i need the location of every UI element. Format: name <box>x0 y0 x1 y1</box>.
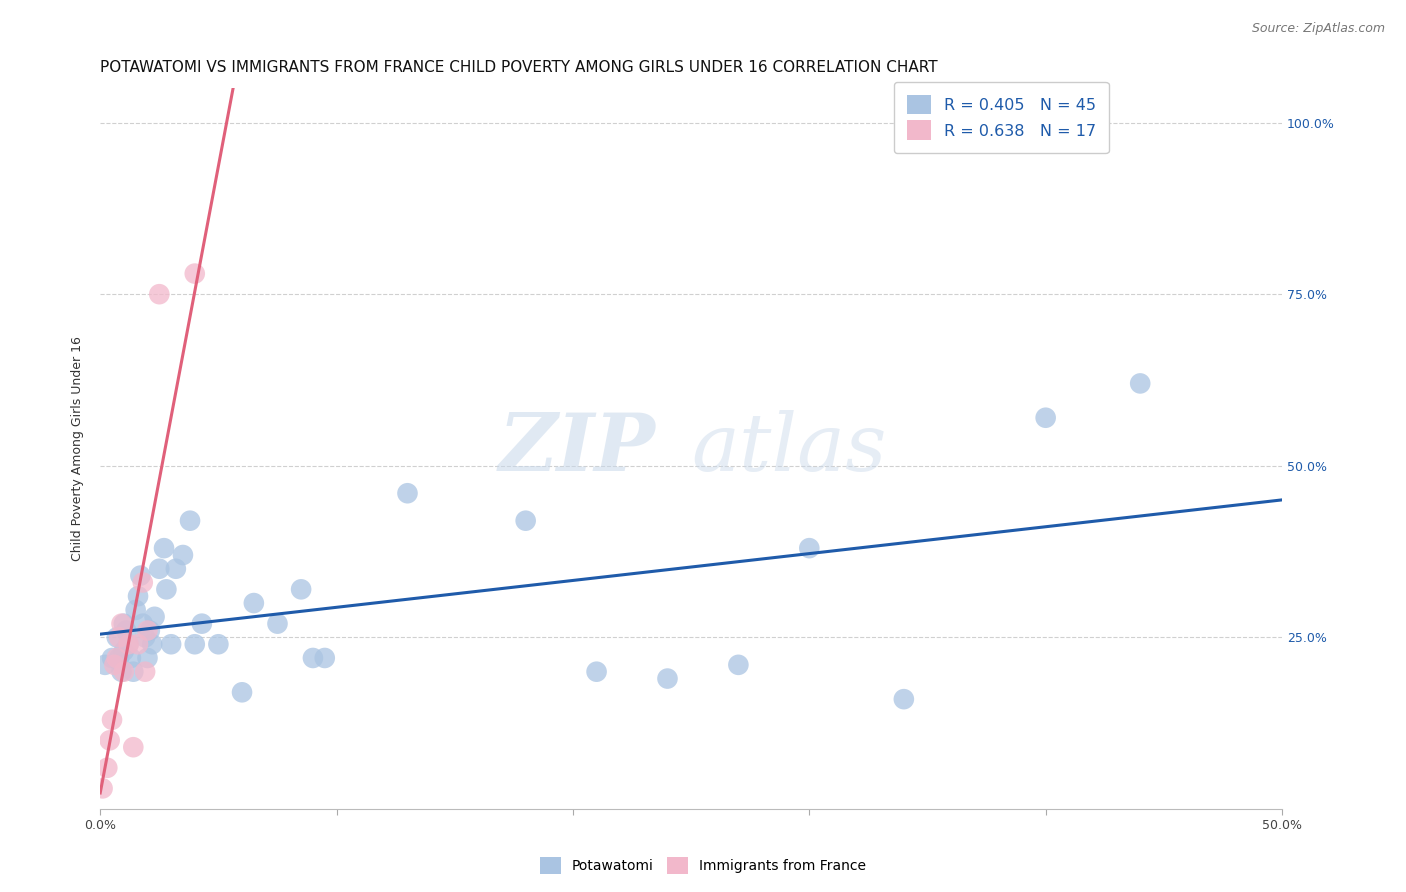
Point <box>148 562 170 576</box>
Point <box>141 637 163 651</box>
Point <box>184 267 207 281</box>
Point <box>115 624 138 638</box>
Point <box>243 596 266 610</box>
Legend: R = 0.405   N = 45, R = 0.638   N = 17: R = 0.405 N = 45, R = 0.638 N = 17 <box>894 82 1108 153</box>
Point <box>132 575 155 590</box>
Point <box>799 541 821 556</box>
Point <box>127 589 149 603</box>
Point <box>153 541 176 556</box>
Point <box>155 582 177 597</box>
Point <box>585 665 607 679</box>
Text: ZIP: ZIP <box>499 410 655 487</box>
Point <box>117 637 139 651</box>
Point <box>105 631 128 645</box>
Point <box>139 624 162 638</box>
Point <box>302 651 325 665</box>
Point <box>727 657 749 672</box>
Point <box>396 486 419 500</box>
Point <box>122 665 145 679</box>
Point <box>98 733 121 747</box>
Point <box>101 651 124 665</box>
Point <box>207 637 229 651</box>
Point <box>148 287 170 301</box>
Point <box>160 637 183 651</box>
Point <box>112 616 135 631</box>
Point <box>179 514 201 528</box>
Point <box>134 665 156 679</box>
Point <box>117 637 139 651</box>
Point <box>132 616 155 631</box>
Point <box>136 624 159 638</box>
Point <box>127 637 149 651</box>
Point <box>103 657 125 672</box>
Text: atlas: atlas <box>692 410 887 487</box>
Point <box>231 685 253 699</box>
Point <box>108 631 131 645</box>
Point <box>191 616 214 631</box>
Point <box>657 672 679 686</box>
Point <box>1129 376 1152 391</box>
Point <box>893 692 915 706</box>
Point <box>110 665 132 679</box>
Point <box>314 651 336 665</box>
Point <box>124 603 146 617</box>
Point <box>172 548 194 562</box>
Text: Source: ZipAtlas.com: Source: ZipAtlas.com <box>1251 22 1385 36</box>
Point <box>101 713 124 727</box>
Point <box>122 740 145 755</box>
Point <box>143 609 166 624</box>
Point <box>91 781 114 796</box>
Point <box>290 582 312 597</box>
Y-axis label: Child Poverty Among Girls Under 16: Child Poverty Among Girls Under 16 <box>72 336 84 561</box>
Point <box>96 761 118 775</box>
Point <box>184 637 207 651</box>
Point <box>120 651 142 665</box>
Point <box>110 616 132 631</box>
Text: POTAWATOMI VS IMMIGRANTS FROM FRANCE CHILD POVERTY AMONG GIRLS UNDER 16 CORRELAT: POTAWATOMI VS IMMIGRANTS FROM FRANCE CHI… <box>100 60 938 75</box>
Legend: Potawatomi, Immigrants from France: Potawatomi, Immigrants from France <box>533 850 873 880</box>
Point <box>112 644 135 658</box>
Point <box>94 657 117 672</box>
Point <box>515 514 537 528</box>
Point <box>108 651 131 665</box>
Point <box>112 665 135 679</box>
Point <box>134 631 156 645</box>
Point <box>266 616 288 631</box>
Point <box>129 568 152 582</box>
Point <box>165 562 187 576</box>
Point <box>105 651 128 665</box>
Point <box>1035 410 1057 425</box>
Point <box>136 651 159 665</box>
